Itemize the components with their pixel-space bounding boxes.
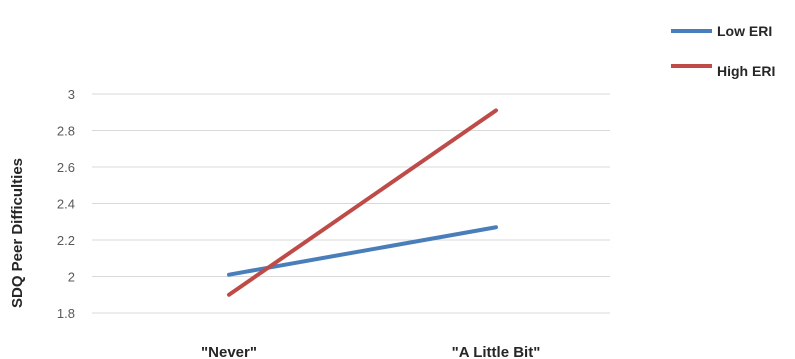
category-label-never: "Never": [201, 344, 257, 359]
y-tick-label: 2.8: [57, 124, 75, 139]
series-line-high-eri: [227, 108, 498, 297]
legend: Low ERI High ERI: [671, 23, 775, 79]
gridlines: [92, 93, 610, 314]
legend-label-low-eri: Low ERI: [717, 23, 772, 39]
y-axis-ticks: 1.8 2 2.2 2.4 2.6 2.8 3: [57, 87, 75, 321]
y-tick-label: 1.8: [57, 306, 75, 321]
legend-label-high-eri: High ERI: [717, 63, 775, 79]
category-label-a-little-bit: "A Little Bit": [452, 344, 541, 359]
series-line-low-eri: [227, 225, 498, 277]
y-tick-label: 2.4: [57, 197, 75, 212]
y-tick-label: 2.2: [57, 233, 75, 248]
y-tick-label: 2.6: [57, 160, 75, 175]
series-lines: [227, 108, 498, 297]
x-axis-categories: "Never" "A Little Bit": [201, 344, 540, 359]
y-axis-label: SDQ Peer Difficulties: [9, 158, 26, 308]
y-tick-label: 3: [68, 87, 75, 102]
y-tick-label: 2: [68, 270, 75, 285]
